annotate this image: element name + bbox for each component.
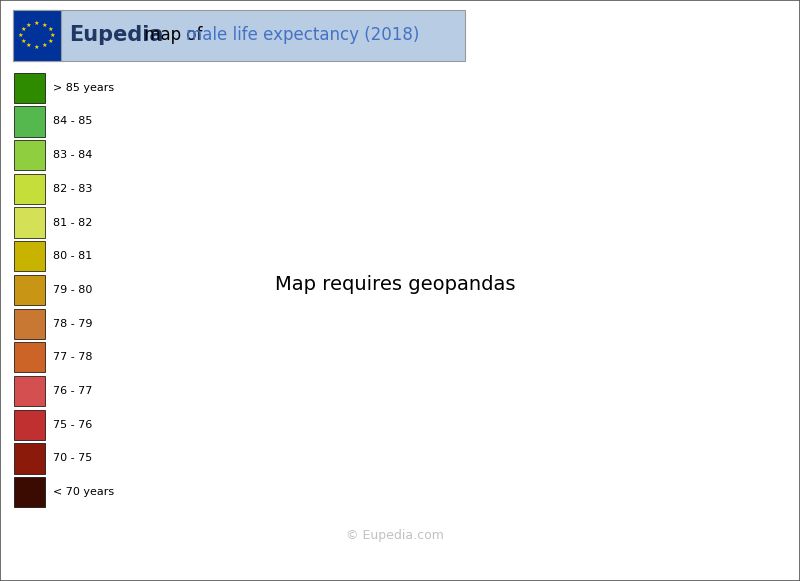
Text: 82 - 83: 82 - 83 — [53, 184, 92, 194]
Text: 83 - 84: 83 - 84 — [53, 150, 92, 160]
Text: 77 - 78: 77 - 78 — [53, 352, 92, 363]
Text: 80 - 81: 80 - 81 — [53, 251, 92, 261]
Text: ★: ★ — [48, 39, 54, 44]
Text: Map requires geopandas: Map requires geopandas — [275, 275, 515, 293]
Text: 78 - 79: 78 - 79 — [53, 318, 92, 329]
Text: 81 - 82: 81 - 82 — [53, 217, 92, 228]
Text: 75 - 76: 75 - 76 — [53, 419, 92, 430]
Text: male life expectancy (2018): male life expectancy (2018) — [186, 27, 419, 44]
Text: ★: ★ — [42, 43, 48, 48]
Text: ★: ★ — [34, 45, 40, 49]
Text: Eupedia: Eupedia — [69, 26, 163, 45]
Text: ★: ★ — [20, 27, 26, 32]
Text: ★: ★ — [26, 23, 32, 28]
Text: ★: ★ — [50, 33, 56, 38]
Text: ★: ★ — [20, 39, 26, 44]
Text: ★: ★ — [48, 27, 54, 32]
Text: map of: map of — [139, 27, 208, 44]
Text: 70 - 75: 70 - 75 — [53, 453, 92, 464]
Text: 84 - 85: 84 - 85 — [53, 116, 92, 127]
Text: 79 - 80: 79 - 80 — [53, 285, 92, 295]
Text: ★: ★ — [18, 33, 24, 38]
Text: < 70 years: < 70 years — [53, 487, 114, 497]
Text: ★: ★ — [34, 21, 40, 26]
Text: > 85 years: > 85 years — [53, 83, 114, 93]
Text: © Eupedia.com: © Eupedia.com — [346, 529, 444, 542]
Text: 76 - 77: 76 - 77 — [53, 386, 92, 396]
Text: ★: ★ — [26, 43, 32, 48]
Text: ★: ★ — [42, 23, 48, 28]
